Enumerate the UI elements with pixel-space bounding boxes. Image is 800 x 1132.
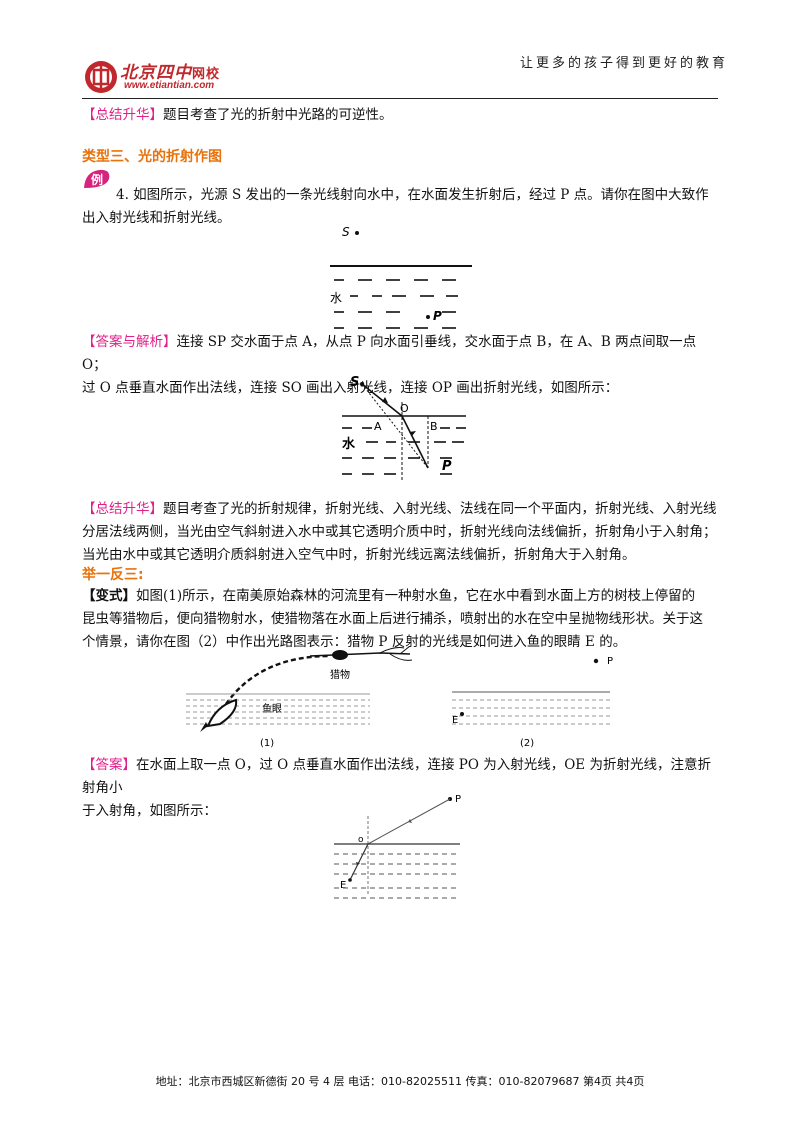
water-jet-arc <box>225 654 331 705</box>
point-o-label: O <box>400 402 409 415</box>
point-s-label: S <box>342 225 350 239</box>
fish-eye-label: 鱼眼 <box>262 702 282 715</box>
summary-line-1: 题目考查了光的折射规律，折射光线、入射光线、法线在同一个平面内，折射光线、入射光… <box>163 501 717 517</box>
point-p-label: P <box>433 309 442 323</box>
point-e-label: E <box>340 880 346 891</box>
variant-line-3: 个情景，请你在图（2）中作出光路图表示：猎物 P 反射的光线是如何进入鱼的眼睛 … <box>82 634 627 650</box>
figure-caption-1: (1) <box>260 738 274 749</box>
point-b-label: B <box>430 420 438 433</box>
point-p-label: P <box>607 656 613 667</box>
logo-name: 北京四中网校 <box>120 63 221 83</box>
logo-sub: 网校 <box>192 67 221 82</box>
answer-analysis: 【答案与解析】连接 SP 交水面于点 A，从点 P 向水面引垂线，交水面于点 B… <box>82 331 722 400</box>
variant-line-1: 如图(1)所示，在南美原始森林的河流里有一种射水鱼，它在水中看到水面上方的树枝上… <box>136 588 696 604</box>
refracted-arrow-icon <box>409 431 416 436</box>
point-s-label: S <box>350 375 359 390</box>
question-line-1: 4. 如图所示，光源 S 发出的一条光线射向水中，在水面发生折射后，经过 P 点… <box>116 187 709 203</box>
figure-caption-2: (2) <box>520 738 534 749</box>
sp-line <box>361 383 429 469</box>
variant-line-2: 昆虫等猎物后，便向猎物射水，使猎物落在水面上后进行捕杀，喷射出的水在空中呈抛物线… <box>82 611 703 627</box>
figure-source-water: S 水 P <box>330 225 472 329</box>
summary-1: 【总结升华】题目考查了光的折射中光路的可逆性。 <box>82 104 722 127</box>
point-p-label: P <box>442 459 452 474</box>
example-badge-icon: 例 <box>84 169 110 188</box>
logo-url: www.etiantian.com <box>124 80 215 91</box>
point-s-icon <box>355 231 359 235</box>
page-footer: 地址：北京市西城区新德街 20 号 4 层 电话：010-82025511 传真… <box>155 1075 645 1088</box>
summary-2: 【总结升华】题目考查了光的折射规律，折射光线、入射光线、法线在同一个平面内，折射… <box>82 498 722 567</box>
question-line-2: 出入射光线和折射光线。 <box>82 210 231 226</box>
summary-line-2: 分居法线两侧，当光由空气斜射进入水中或其它透明介质中时，折射光线向法线偏折，折射… <box>82 524 717 540</box>
figure-refraction-answer: S O A B 水 P <box>342 375 466 480</box>
summary-text: 题目考查了光的折射中光路的可逆性。 <box>163 107 393 123</box>
archer-fish-icon <box>206 698 238 728</box>
summary-tag: 【总结升华】 <box>82 107 163 123</box>
answer-line-2: 过 O 点垂直水面作出法线，连接 SO 画出入射光线，连接 OP 画出折射光线，… <box>82 380 619 396</box>
refracted-arrow-icon <box>356 862 360 866</box>
answer-line-1: 在水面上取一点 O，过 O 点垂直水面作出法线，连接 PO 为入射光线，OE 为… <box>82 757 711 796</box>
point-p-icon <box>593 658 599 664</box>
water-dashes <box>342 427 466 475</box>
point-e-label: E <box>452 715 458 726</box>
answer-line-1: 连接 SP 交水面于点 A，从点 P 向水面引垂线，交水面于点 B，在 A、B … <box>82 334 697 373</box>
refracted-ray <box>349 843 369 881</box>
incident-arrow-icon <box>382 397 388 403</box>
figure-answer-ray: P o E <box>334 794 461 899</box>
header-divider <box>82 98 718 99</box>
point-p-icon <box>426 315 430 319</box>
answer-tag: 【答案】 <box>82 757 136 773</box>
slogan: 让更多的孩子得到更好的教育 <box>520 56 729 71</box>
answer-line-2: 于入射角，如图所示： <box>82 803 217 819</box>
point-p-label: P <box>455 794 461 805</box>
example-question: 4. 如图所示，光源 S 发出的一条光线射向水中，在水面发生折射后，经过 P 点… <box>82 184 722 230</box>
water-label: 水 <box>342 436 356 452</box>
summary-line-3: 当光由水中或其它透明介质斜射进入空气中时，折射光线远离法线偏折，折射角大于入射角… <box>82 547 636 563</box>
analogy-title: 举一反三: <box>82 567 144 583</box>
point-o-label: o <box>358 835 364 845</box>
variant-question: 【变式】如图(1)所示，在南美原始森林的河流里有一种射水鱼，它在水中看到水面上方… <box>82 585 722 654</box>
school-logo-icon <box>85 61 117 93</box>
water-dashes <box>334 279 458 329</box>
variant-tag: 【变式】 <box>82 588 136 604</box>
prey-label: 猎物 <box>330 668 350 681</box>
summary-tag: 【总结升华】 <box>82 501 163 517</box>
incident-ray <box>361 383 403 417</box>
incident-arrow-icon <box>408 819 412 823</box>
point-e-icon <box>348 878 352 882</box>
section-title: 类型三、光的折射作图 <box>82 149 222 165</box>
answer-tag: 【答案与解析】 <box>82 334 177 350</box>
figure-archer-fish: 猎物 鱼眼 (1) P E (2) <box>186 646 613 749</box>
answer-2: 【答案】在水面上取一点 O，过 O 点垂直水面作出法线，连接 PO 为入射光线，… <box>82 754 722 823</box>
prey-insect-icon <box>332 650 348 660</box>
point-a-label: A <box>374 420 382 433</box>
point-e-icon <box>460 712 464 716</box>
water-label: 水 <box>330 291 342 305</box>
example-badge-text: 例 <box>91 172 103 187</box>
